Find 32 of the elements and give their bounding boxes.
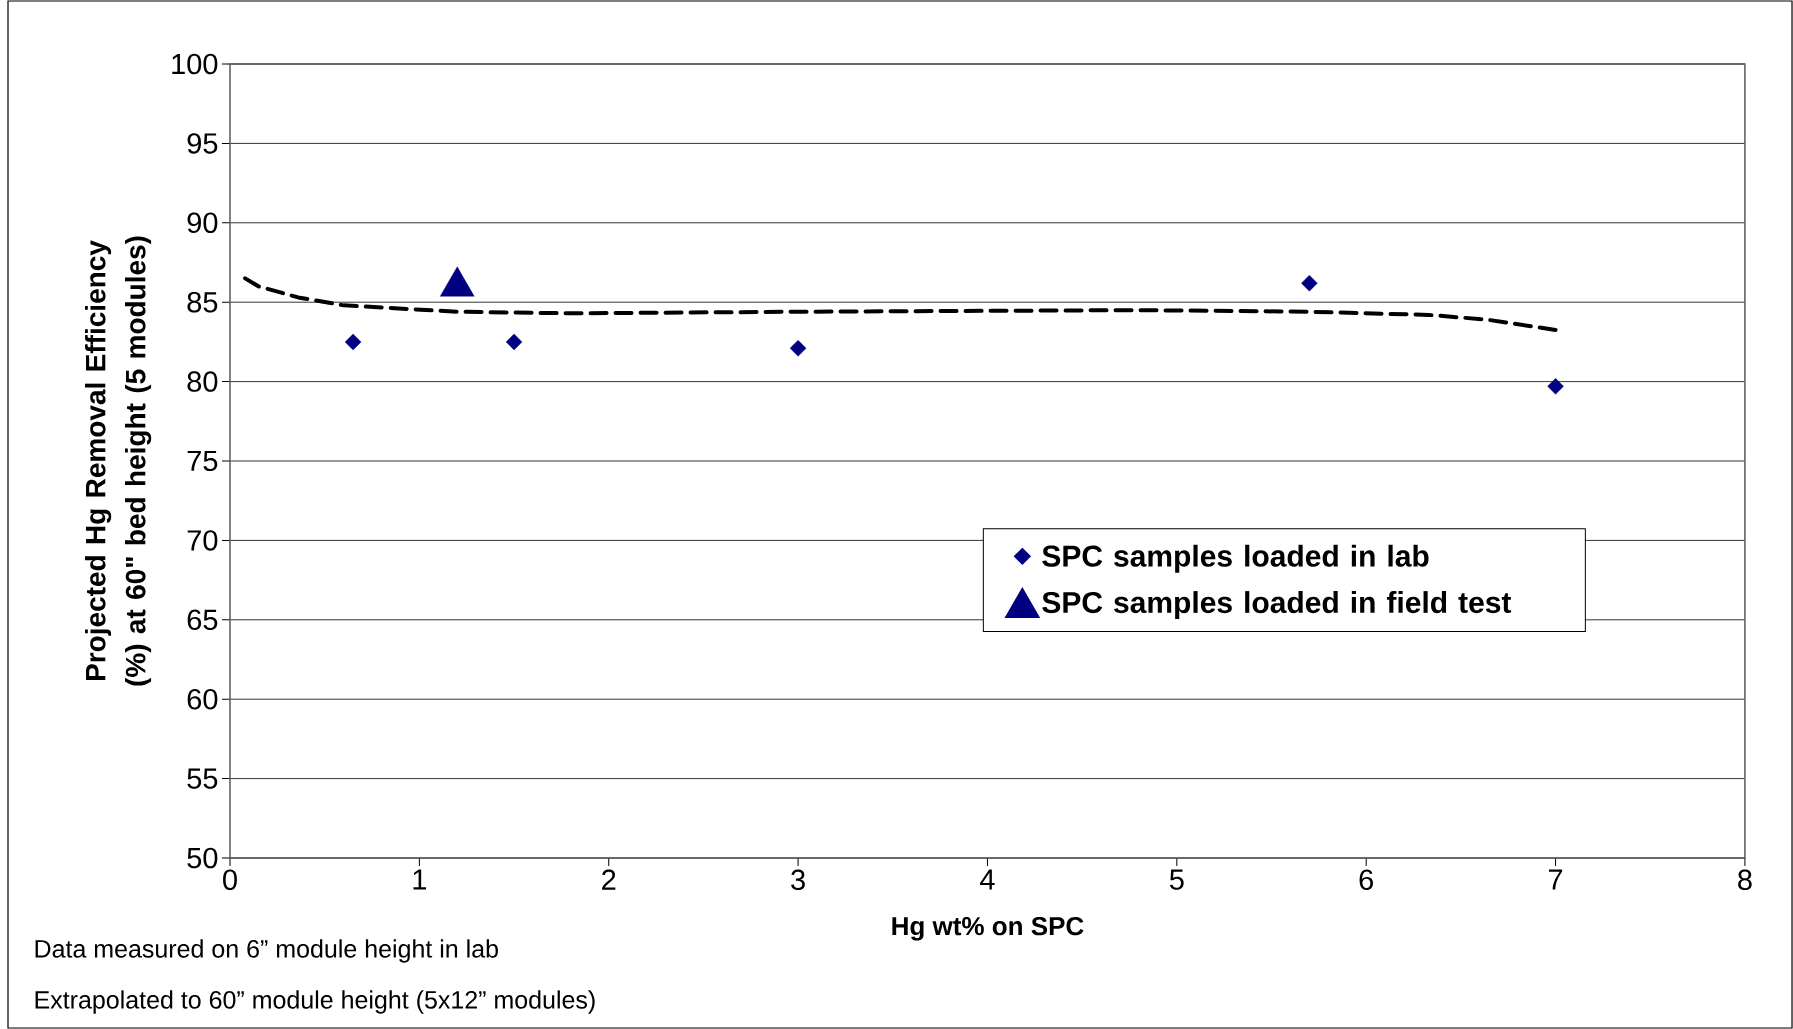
y-tick-label: 90	[187, 212, 218, 234]
point	[505, 333, 523, 351]
legend-label: SPC samples loaded in lab	[1042, 544, 1429, 573]
y-tick-label: 65	[187, 609, 218, 631]
x-tick-label: 4	[980, 869, 995, 890]
point	[1301, 274, 1318, 292]
y-tick-label: 100	[172, 53, 218, 75]
y-tick-label: 85	[187, 291, 218, 313]
y-tick-label: 95	[187, 133, 218, 154]
x-tick-label: 0	[223, 869, 237, 891]
x-tick-label: 8	[1738, 869, 1752, 891]
point	[440, 266, 475, 297]
y-tick-label: 55	[187, 768, 218, 789]
point	[1547, 378, 1564, 395]
y-tick-label: 50	[187, 847, 218, 869]
text: Data measured on 6” module height in lab	[35, 939, 498, 963]
x-tick-label: 7	[1548, 869, 1563, 890]
x-tick-label: 3	[791, 869, 805, 891]
point	[344, 333, 362, 351]
y-tick-label: 70	[187, 530, 218, 551]
x-tick-label: 1	[413, 869, 427, 890]
y-tick-label: 60	[187, 688, 218, 710]
legend-label: SPC samples loaded in field test	[1042, 591, 1512, 620]
x-tick-label: 5	[1169, 869, 1184, 890]
point	[789, 340, 807, 357]
x-tick-label: 2	[602, 869, 616, 890]
y-tick-label: 75	[187, 450, 218, 472]
y-tick-label: 80	[187, 371, 218, 392]
x-axis-title: Hg wt% on SPC	[892, 916, 1084, 941]
y-axis-title: Projected Hg Removal Efficiency (%) at 60" bed height (5 modules)	[85, 236, 152, 686]
text: Extrapolated to 60” module height (5x12” modules)	[35, 990, 595, 1014]
x-tick-label: 6	[1359, 869, 1373, 891]
